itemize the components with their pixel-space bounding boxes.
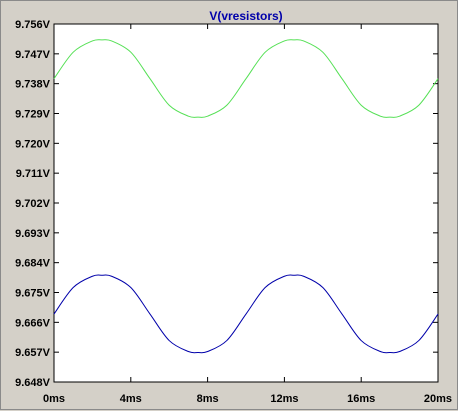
y-tick-label: 9.711V bbox=[16, 168, 51, 180]
y-tick-label: 9.666V bbox=[15, 317, 51, 329]
x-tick-label: 16ms bbox=[347, 393, 375, 405]
trace-group bbox=[53, 39, 439, 354]
y-tick-label: 9.657V bbox=[15, 347, 51, 359]
x-tick-label: 0ms bbox=[43, 393, 65, 405]
y-tick-label: 9.693V bbox=[15, 228, 51, 240]
x-tick-label: 12ms bbox=[270, 393, 298, 405]
y-tick-label: 9.756V bbox=[15, 19, 51, 31]
plot-title: V(vresistors) bbox=[209, 9, 282, 23]
y-tick-label: 9.684V bbox=[15, 258, 51, 270]
y-axis: 9.648V 9.657V 9.666V 9.675V 9.684V 9.693V 9.70… bbox=[15, 19, 438, 389]
y-tick-label: 9.675V bbox=[15, 288, 51, 300]
y-tick-label: 9.747V bbox=[15, 49, 51, 61]
y-tick-label: 9.720V bbox=[15, 138, 51, 150]
plot-area[interactable] bbox=[53, 23, 439, 383]
x-tick-label: 8ms bbox=[197, 393, 219, 405]
y-tick-label: 9.729V bbox=[15, 109, 51, 121]
x-tick-label: 20ms bbox=[424, 393, 452, 405]
x-axis: 0ms 4ms 8ms 12ms 16ms 20ms bbox=[43, 24, 452, 405]
y-tick-label: 9.738V bbox=[15, 79, 51, 91]
y-tick-label: 9.702V bbox=[15, 198, 51, 210]
trace-blue[interactable] bbox=[53, 274, 439, 354]
trace-green[interactable] bbox=[53, 39, 439, 118]
y-tick-label: 9.648V bbox=[15, 377, 51, 389]
x-tick-label: 4ms bbox=[120, 393, 142, 405]
